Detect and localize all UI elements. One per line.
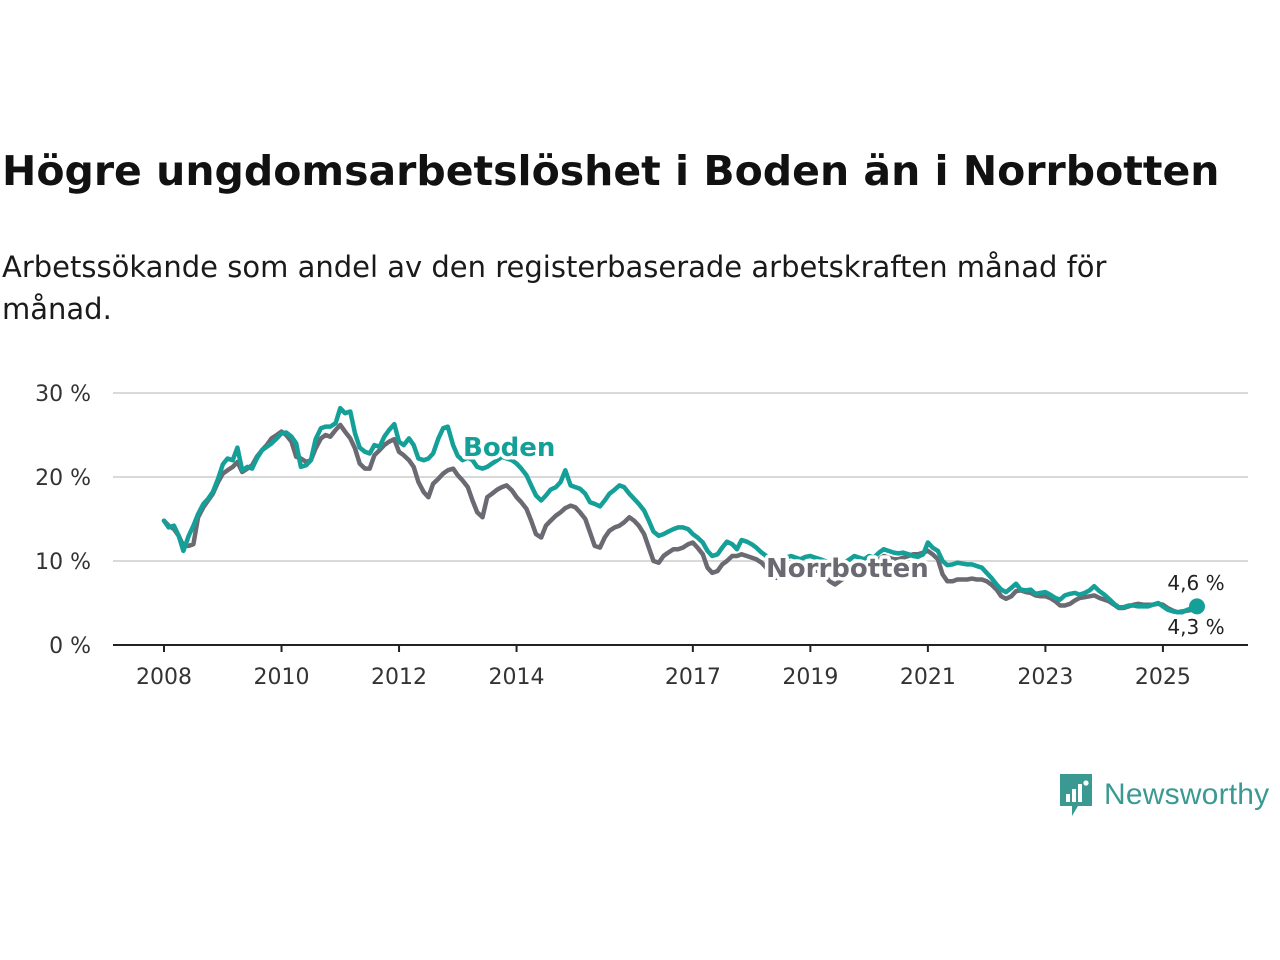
x-tick-label: 2025	[1135, 665, 1191, 690]
gridlines	[113, 392, 1248, 562]
axes: 0 % 10 % 20 % 30 % 2008 2010 2012 2014 2017 2019 2…	[35, 382, 1248, 690]
x-tick-label: 2012	[371, 665, 427, 690]
x-tick-label: 2008	[136, 665, 192, 690]
y-tick-label: 10 %	[35, 550, 91, 575]
series-label-norrbotten: Norrbotten	[766, 554, 929, 584]
newsworthy-brand-name: Newsworthy	[1104, 778, 1270, 811]
newsworthy-logo-icon	[1060, 774, 1092, 816]
x-tick-label: 2010	[254, 665, 310, 690]
series-line-norrbotten	[161, 422, 1200, 615]
series-label-boden: Boden	[463, 433, 555, 463]
end-value-norrbotten: 4,3 %	[1167, 615, 1224, 639]
y-tick-label: 30 %	[35, 382, 91, 407]
y-tick-label: 0 %	[49, 634, 91, 659]
endpoint-marker-boden	[1189, 598, 1205, 615]
newsworthy-brand[interactable]: Newsworthy	[1058, 772, 1269, 818]
x-tick-label: 2019	[782, 665, 838, 690]
x-tick-label: 2017	[665, 665, 721, 690]
x-tick-label: 2023	[1017, 665, 1073, 690]
line-chart: 0 % 10 % 20 % 30 % 2008 2010 2012 2014 2017 2019 2…	[35, 382, 1248, 690]
series-lines	[161, 405, 1200, 615]
x-tick-label: 2021	[900, 665, 956, 690]
x-tick-label: 2014	[489, 665, 545, 690]
chart-subtitle: Arbetssökande som andel av den registerb…	[2, 250, 1107, 326]
y-tick-label: 20 %	[35, 466, 91, 491]
series-line-boden	[161, 405, 1200, 615]
chart-title: Högre ungdomsarbetslöshet i Boden än i N…	[2, 147, 1220, 195]
end-value-boden: 4,6 %	[1167, 571, 1224, 595]
series-labels: Boden Norrbotten 4,6 % 4,3 %	[460, 430, 1225, 640]
